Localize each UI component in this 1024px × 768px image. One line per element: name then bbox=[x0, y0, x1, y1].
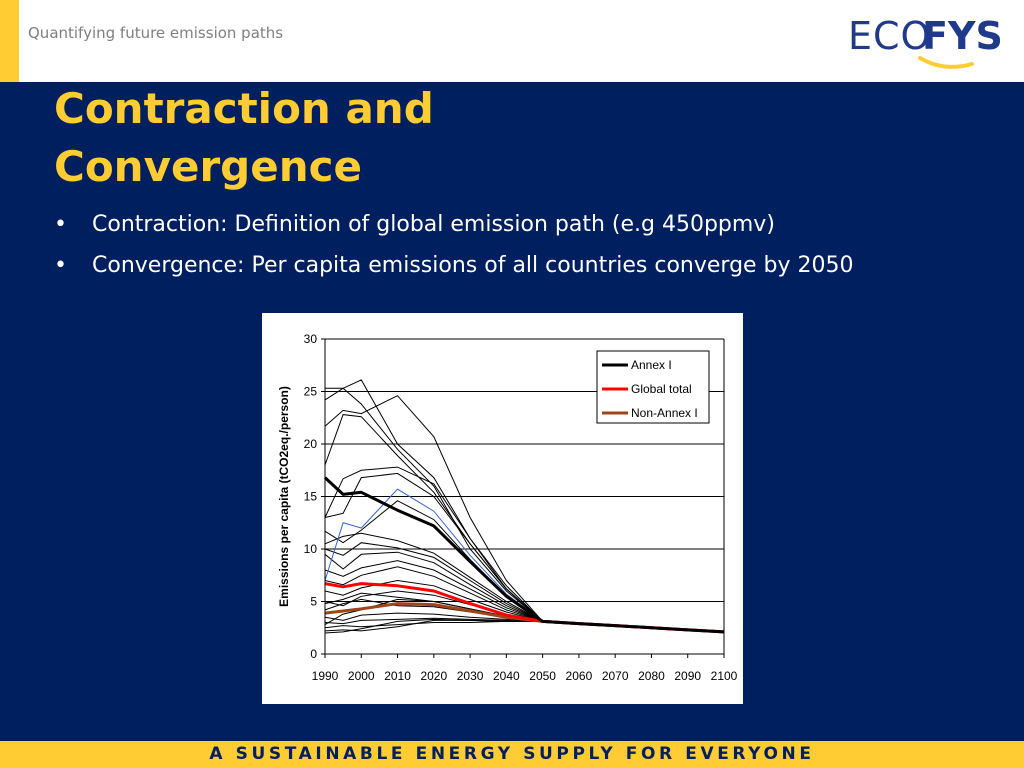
x-tick-label: 2100 bbox=[711, 669, 738, 683]
y-axis-title: Emissions per capita (tCO2eq./person) bbox=[277, 386, 291, 607]
slide-title-line-1: Contraction and bbox=[54, 84, 434, 133]
x-tick-label: 2050 bbox=[529, 669, 556, 683]
legend-label: Global total bbox=[631, 382, 692, 396]
country-line bbox=[324, 620, 543, 629]
country-line bbox=[324, 466, 543, 622]
country-line bbox=[324, 379, 543, 622]
chart-axes: 0 5 10 15 20 25 30 1990 2000 2010 2020 2030 2040 2050… bbox=[277, 332, 738, 683]
aggregate-series-lines bbox=[323, 476, 725, 634]
footer-bar: A SUSTAINABLE ENERGY SUPPLY FOR EVERYONE bbox=[0, 741, 1024, 768]
x-tick-label: 2020 bbox=[420, 669, 447, 683]
chart-legend: Annex I Global total Non-Annex I bbox=[596, 350, 710, 424]
x-tick-label: 2010 bbox=[384, 669, 411, 683]
legend-label: Annex I bbox=[631, 358, 672, 372]
y-tick-label: 0 bbox=[310, 647, 317, 661]
legend-label: Non-Annex I bbox=[631, 406, 698, 420]
logo-text-eco: ECO bbox=[848, 14, 932, 58]
bullet-text: Contraction: Definition of global emissi… bbox=[92, 212, 775, 237]
x-tick-label: 2080 bbox=[638, 669, 665, 683]
country-line bbox=[324, 579, 543, 622]
country-line bbox=[324, 532, 543, 622]
header-bar: Quantifying future emission paths ECO FY… bbox=[0, 0, 1024, 82]
country-line bbox=[324, 618, 543, 634]
y-tick-label: 25 bbox=[304, 385, 318, 399]
y-tick-label: 30 bbox=[304, 332, 318, 346]
x-tick-label: 2000 bbox=[348, 669, 375, 683]
x-tick-label: 2040 bbox=[493, 669, 520, 683]
country-line bbox=[324, 560, 543, 622]
y-tick-label: 20 bbox=[304, 437, 318, 451]
slide-title: Contraction and Convergence bbox=[54, 80, 574, 196]
country-line bbox=[324, 566, 543, 622]
ecofys-logo: ECO FYS bbox=[848, 14, 1003, 72]
country-line bbox=[324, 542, 543, 622]
legend-box bbox=[596, 350, 710, 424]
x-tick-label: 2070 bbox=[602, 669, 629, 683]
country-line bbox=[324, 551, 543, 622]
country-line bbox=[324, 612, 543, 622]
y-tick-label: 5 bbox=[310, 595, 317, 609]
slide-title-line-2: Convergence bbox=[54, 142, 362, 191]
emissions-chart-svg: 0 5 10 15 20 25 30 1990 2000 2010 2020 2030 2040 2050… bbox=[277, 332, 738, 683]
y-tick-label: 15 bbox=[304, 490, 318, 504]
x-tick-label: 2060 bbox=[566, 669, 593, 683]
logo-text-fys: FYS bbox=[922, 14, 1003, 58]
y-tick-label: 10 bbox=[304, 542, 318, 556]
logo-swoosh-icon bbox=[918, 56, 974, 69]
footer-tagline: A SUSTAINABLE ENERGY SUPPLY FOR EVERYONE bbox=[209, 744, 815, 764]
x-tick-label: 1990 bbox=[312, 669, 339, 683]
emissions-chart: 0 5 10 15 20 25 30 1990 2000 2010 2020 2030 2040 2050… bbox=[262, 313, 743, 704]
country-line bbox=[324, 617, 543, 625]
series-line-annex-i bbox=[323, 476, 725, 634]
x-tick-label: 2090 bbox=[674, 669, 701, 683]
bullet-marker: • bbox=[54, 253, 67, 278]
bullet-text: Convergence: Per capita emissions of all… bbox=[92, 253, 854, 278]
country-line bbox=[324, 472, 543, 622]
x-tick-label: 2030 bbox=[457, 669, 484, 683]
bullet-item: • Convergence: Per capita emissions of a… bbox=[54, 251, 954, 281]
presentation-subtitle: Quantifying future emission paths bbox=[28, 24, 284, 42]
header-accent-strip bbox=[0, 0, 19, 82]
country-line bbox=[325, 387, 543, 622]
bullet-item: • Contraction: Definition of global emis… bbox=[54, 210, 954, 240]
country-line bbox=[324, 395, 543, 622]
bullet-marker: • bbox=[54, 212, 67, 237]
highlight-country-line bbox=[324, 488, 543, 622]
bullet-list: • Contraction: Definition of global emis… bbox=[54, 210, 954, 292]
country-lines bbox=[324, 379, 543, 634]
